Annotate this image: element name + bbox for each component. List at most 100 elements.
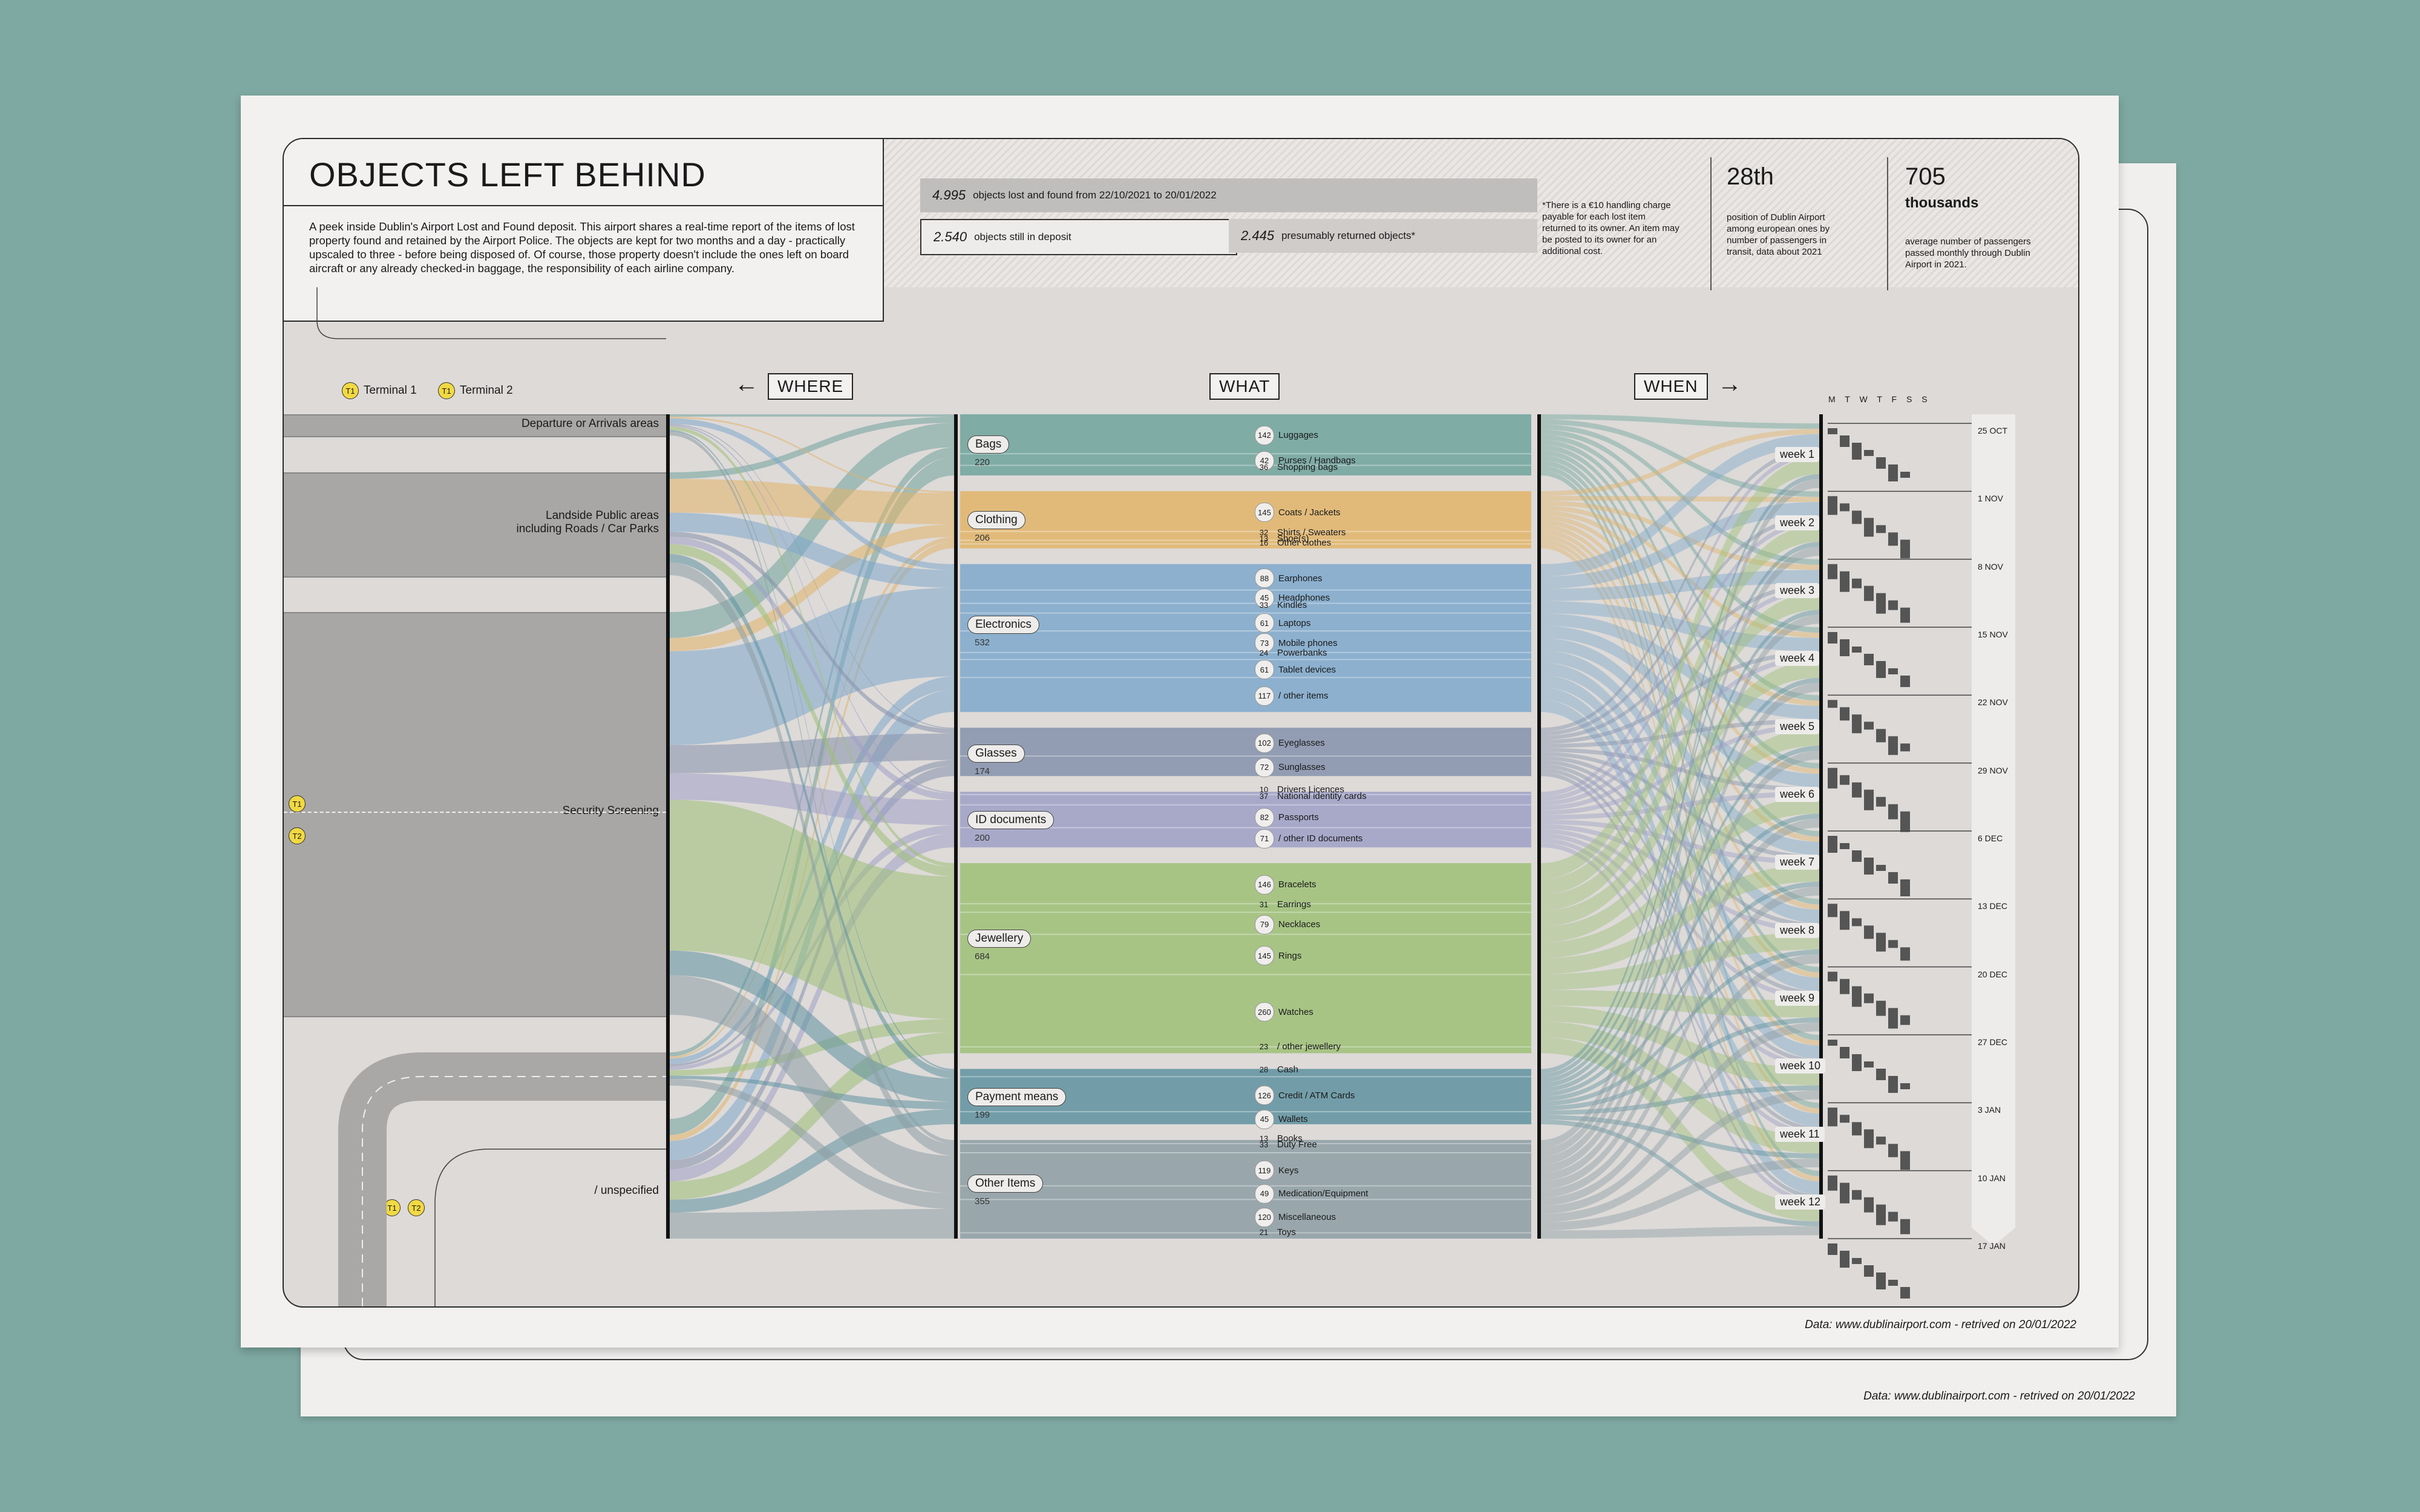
category-count: 355 — [975, 1196, 990, 1207]
day-bar — [1888, 1211, 1898, 1222]
pax-label: average number of passengers passed mont… — [1905, 236, 2031, 270]
day-bar — [1852, 443, 1862, 460]
item-label: Medication/Equipment — [1278, 1188, 1369, 1199]
item-label: Credit / ATM Cards — [1278, 1090, 1355, 1101]
day-bar — [1876, 797, 1886, 807]
day-bar — [1864, 925, 1874, 939]
day-bar — [1888, 1280, 1898, 1286]
item-label: Wallets — [1278, 1114, 1308, 1125]
what-when-flow — [1541, 764, 1819, 1064]
day-bar — [1864, 722, 1874, 730]
item-label: Earrings — [1277, 899, 1311, 910]
category-label: Glasses — [967, 745, 1025, 763]
where-what-flow — [670, 950, 954, 1102]
day-bar — [1828, 496, 1837, 515]
where-what-flow — [670, 1109, 954, 1213]
day-bar — [1828, 428, 1837, 434]
source-note: Data: www.dublinairport.com - retrived o… — [1805, 1318, 2076, 1331]
week-label: week 7 — [1775, 855, 1820, 870]
item-count: 24 — [1259, 648, 1269, 657]
area-block-departure — [284, 414, 666, 437]
day-bar — [1828, 632, 1837, 644]
where-what-flow — [670, 554, 954, 1078]
item-row: 33 Duty Free — [1255, 1139, 1317, 1150]
what-when-flow — [1541, 728, 1819, 943]
item-row: 42 Purses / Handbags — [1255, 451, 1356, 471]
item-count: 33 — [1259, 600, 1269, 610]
day-bar — [1900, 811, 1910, 832]
day-bar — [1888, 1076, 1898, 1093]
where-what-flow — [670, 425, 954, 793]
what-when-flow — [1541, 772, 1819, 1199]
week-label: week 9 — [1775, 990, 1820, 1006]
weekday-header: M T W T F S S — [1828, 394, 1931, 404]
item-row: 24 Powerbanks — [1255, 648, 1327, 658]
stat-returned-value: 2.445 — [1241, 228, 1275, 243]
item-row: 10 Drivers Licences — [1255, 784, 1344, 795]
stat-returned-label: presumably returned objects* — [1281, 230, 1416, 241]
day-bar — [1900, 1287, 1910, 1299]
item-label: Bracelets — [1278, 879, 1316, 890]
item-count: 120 — [1255, 1207, 1274, 1227]
column-bar-2 — [1537, 414, 1541, 1239]
what-when-flow — [1541, 755, 1819, 928]
what-when-flow — [1541, 583, 1819, 740]
what-when-flow — [1541, 829, 1819, 1000]
where-what-flow — [670, 1018, 954, 1076]
item-count: 61 — [1255, 660, 1274, 680]
day-bar — [1900, 947, 1910, 961]
item-row: 102 Eyeglasses — [1255, 733, 1325, 753]
where-what-flow — [670, 512, 954, 588]
what-when-flow — [1541, 520, 1819, 801]
what-when-flow — [1541, 610, 1819, 1083]
what-when-flow — [1541, 651, 1819, 744]
day-bar — [1876, 457, 1886, 469]
item-label: Cash — [1277, 1064, 1299, 1075]
week-label: week 8 — [1775, 922, 1820, 938]
item-row: 21 Toys — [1255, 1227, 1296, 1237]
where-what-flow — [670, 417, 954, 479]
week-label: week 5 — [1775, 719, 1820, 734]
day-bar — [1900, 743, 1910, 752]
item-count: 13 — [1259, 534, 1269, 544]
what-when-flow — [1541, 452, 1819, 797]
week-label: week 11 — [1775, 1126, 1825, 1142]
what-when-flow — [1541, 429, 1819, 633]
what-when-flow — [1541, 470, 1819, 1176]
day-bar — [1864, 1129, 1874, 1149]
day-bar — [1876, 1272, 1886, 1289]
item-row: 28 Cash — [1255, 1064, 1298, 1075]
stat-deposit-label: objects still in deposit — [974, 231, 1071, 243]
security-t1-badge: T1 — [289, 795, 306, 812]
what-when-flow — [1541, 1090, 1819, 1222]
where-what-flow — [670, 416, 954, 493]
day-bar — [1828, 1175, 1837, 1191]
pax-unit: thousands — [1905, 195, 1979, 211]
item-label: Miscellaneous — [1278, 1212, 1336, 1223]
item-count: 49 — [1255, 1184, 1274, 1204]
what-when-flow — [1541, 751, 1819, 1181]
item-label: Drivers Licences — [1277, 784, 1344, 795]
what-when-flow — [1541, 457, 1819, 879]
item-row: 37 National identity cards — [1255, 791, 1367, 801]
poster-panel: OBJECTS LEFT BEHIND A peek inside Dublin… — [283, 138, 2079, 1308]
item-row: 142 Luggages — [1255, 425, 1318, 445]
when-header: WHEN — [1634, 373, 1708, 400]
what-when-flow — [1541, 625, 1819, 787]
what-when-flow — [1541, 500, 1819, 570]
day-bar — [1876, 1069, 1886, 1080]
item-row: 117 / other items — [1255, 686, 1329, 706]
item-row: 120 Miscellaneous — [1255, 1207, 1336, 1227]
day-bar — [1828, 1040, 1837, 1046]
what-when-flow — [1541, 699, 1819, 1195]
day-bar — [1876, 1204, 1886, 1225]
where-what-flow — [670, 423, 954, 729]
stats-divider-1 — [1710, 157, 1712, 290]
where-what-flow — [670, 478, 954, 525]
where-what-flow — [670, 1078, 954, 1210]
day-bar — [1876, 729, 1886, 743]
what-when-flow — [1541, 752, 1819, 860]
what-when-flow — [1541, 1022, 1819, 1214]
date-label: 1 NOV — [1978, 494, 2004, 504]
week-label: week 1 — [1775, 447, 1820, 463]
